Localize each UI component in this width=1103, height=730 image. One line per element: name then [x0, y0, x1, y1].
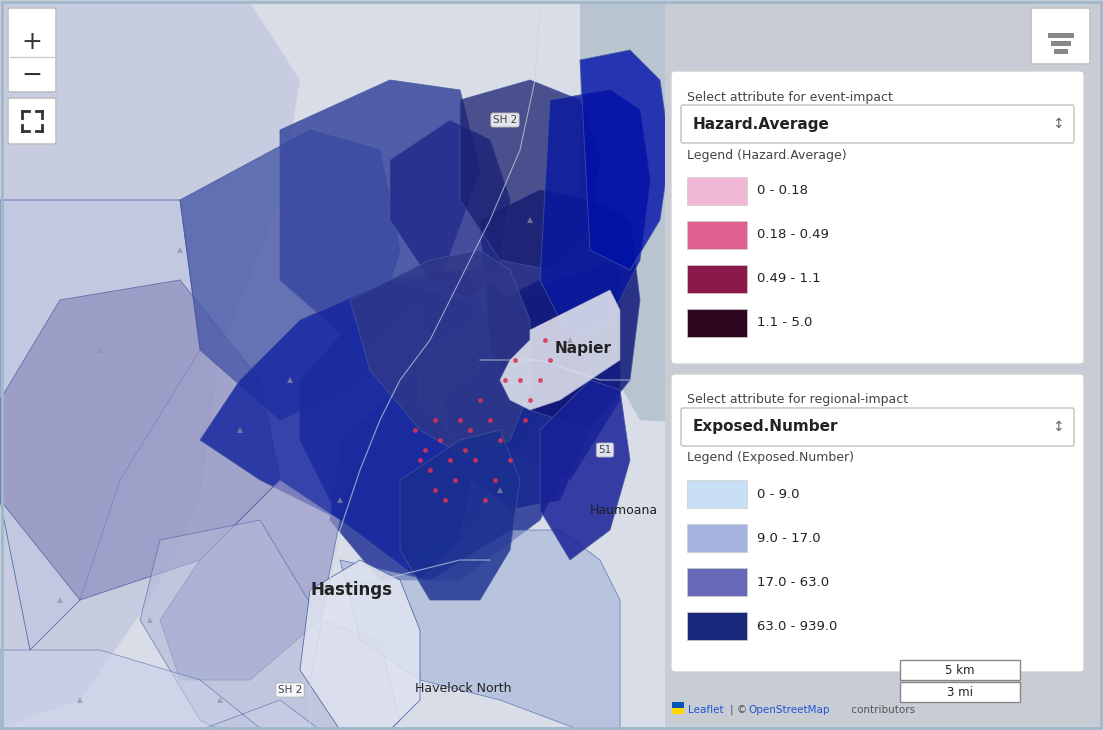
Polygon shape: [580, 3, 1100, 450]
Polygon shape: [330, 290, 590, 580]
Text: −: −: [21, 63, 43, 87]
Text: 0 - 9.0: 0 - 9.0: [757, 488, 800, 501]
Polygon shape: [390, 120, 510, 300]
Bar: [1054, 49, 1068, 54]
Text: 0 - 0.18: 0 - 0.18: [757, 185, 808, 198]
Bar: [687, 568, 747, 596]
Polygon shape: [410, 260, 620, 480]
Text: SH 2: SH 2: [278, 685, 302, 695]
Text: ↕: ↕: [1052, 117, 1063, 131]
Bar: [687, 177, 747, 205]
Text: 3 mi: 3 mi: [947, 685, 973, 699]
FancyBboxPatch shape: [671, 71, 1084, 364]
Bar: [687, 612, 747, 640]
Polygon shape: [140, 520, 400, 730]
Bar: [900, 660, 1020, 680]
Polygon shape: [440, 310, 590, 510]
Bar: [1048, 33, 1074, 38]
Bar: [687, 265, 747, 293]
Text: 0.49 - 1.1: 0.49 - 1.1: [757, 272, 821, 285]
Text: 51: 51: [598, 445, 612, 455]
Text: 1.1 - 5.0: 1.1 - 5.0: [757, 317, 813, 329]
Polygon shape: [480, 190, 640, 430]
FancyBboxPatch shape: [8, 98, 56, 144]
Polygon shape: [350, 250, 531, 460]
Polygon shape: [540, 90, 650, 340]
Bar: [900, 682, 1020, 702]
Bar: [665, 3, 1100, 727]
Text: contributors: contributors: [848, 705, 915, 715]
Text: +: +: [22, 30, 42, 54]
Text: 5 km: 5 km: [945, 664, 975, 677]
Text: Hastings: Hastings: [310, 581, 392, 599]
Text: Select attribute for event-impact: Select attribute for event-impact: [687, 91, 892, 104]
Text: Haumoana: Haumoana: [590, 504, 658, 517]
Polygon shape: [420, 280, 560, 460]
Polygon shape: [280, 80, 480, 350]
Text: OpenStreetMap: OpenStreetMap: [748, 705, 829, 715]
Text: Exposed.Number: Exposed.Number: [693, 420, 838, 434]
Text: | ©: | ©: [730, 704, 750, 715]
Polygon shape: [0, 280, 280, 600]
Polygon shape: [3, 3, 300, 727]
FancyBboxPatch shape: [681, 408, 1074, 446]
Bar: [687, 524, 747, 552]
Bar: [687, 309, 747, 337]
Text: 17.0 - 63.0: 17.0 - 63.0: [757, 575, 829, 588]
Text: SH 2: SH 2: [493, 115, 517, 125]
Polygon shape: [340, 530, 620, 730]
Text: Havelock North: Havelock North: [415, 682, 512, 694]
Polygon shape: [400, 430, 520, 600]
Bar: [1051, 41, 1071, 46]
Polygon shape: [300, 270, 500, 560]
Text: Legend (Hazard.Average): Legend (Hazard.Average): [687, 148, 847, 161]
Text: 63.0 - 939.0: 63.0 - 939.0: [757, 620, 837, 632]
FancyBboxPatch shape: [671, 374, 1084, 672]
Text: Select attribute for regional-impact: Select attribute for regional-impact: [687, 393, 908, 407]
Text: 0.18 - 0.49: 0.18 - 0.49: [757, 228, 828, 242]
Polygon shape: [300, 560, 420, 730]
Text: Legend (Exposed.Number): Legend (Exposed.Number): [687, 451, 854, 464]
Bar: [687, 480, 747, 508]
Polygon shape: [580, 50, 670, 270]
Polygon shape: [160, 480, 340, 680]
Text: ↕: ↕: [1052, 420, 1063, 434]
Bar: [687, 221, 747, 249]
Polygon shape: [500, 290, 620, 410]
Bar: [672, 708, 684, 714]
Polygon shape: [180, 130, 400, 420]
Polygon shape: [0, 200, 200, 650]
Polygon shape: [0, 650, 320, 730]
Bar: [672, 702, 684, 708]
Polygon shape: [460, 80, 600, 270]
Polygon shape: [540, 380, 630, 560]
Text: Napier: Napier: [555, 340, 612, 356]
FancyBboxPatch shape: [1031, 8, 1090, 64]
Text: 9.0 - 17.0: 9.0 - 17.0: [757, 531, 821, 545]
FancyBboxPatch shape: [681, 105, 1074, 143]
Text: Hazard.Average: Hazard.Average: [693, 117, 829, 131]
Text: Leaflet: Leaflet: [688, 705, 724, 715]
FancyBboxPatch shape: [8, 8, 56, 92]
Polygon shape: [200, 280, 500, 580]
